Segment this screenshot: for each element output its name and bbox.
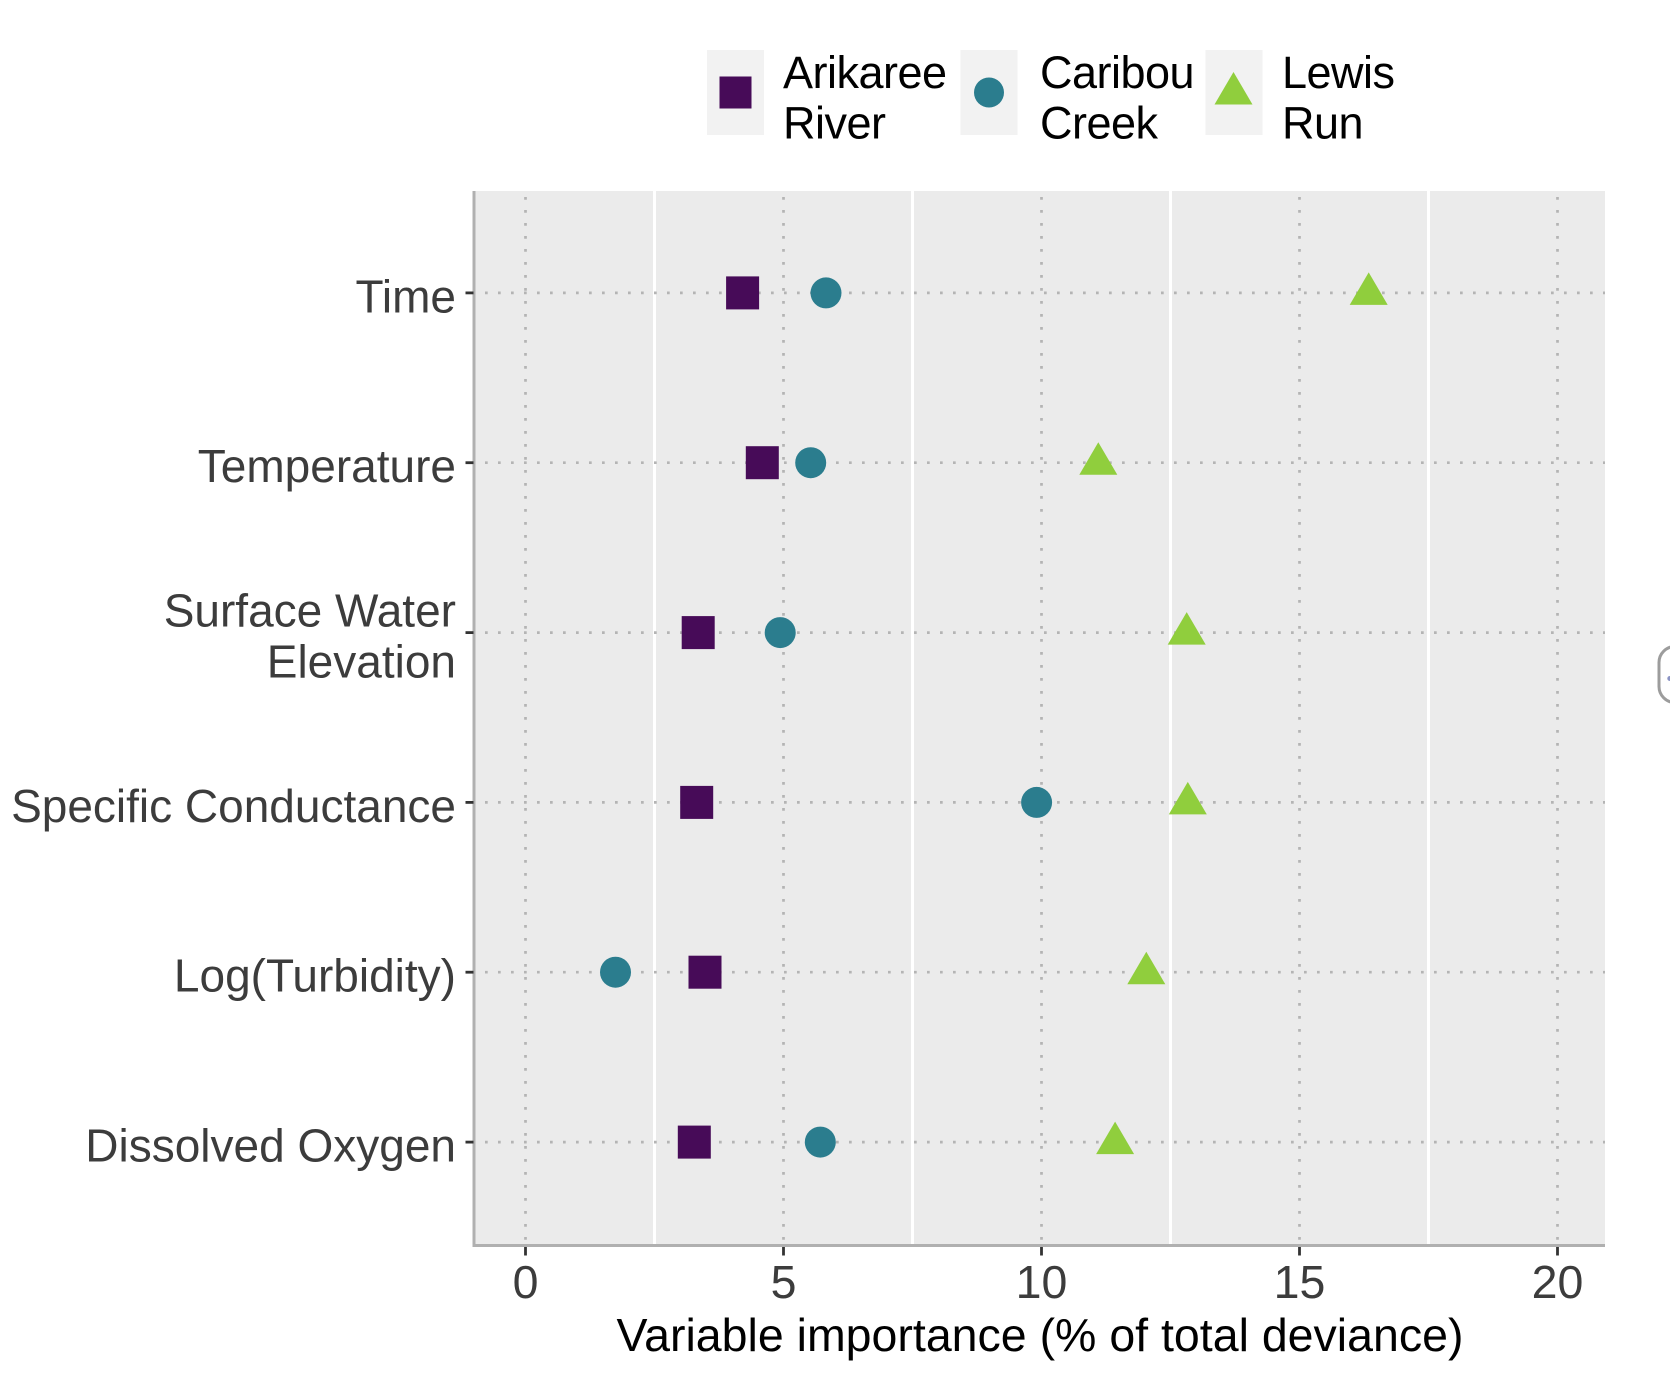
svg-text:Caribou: Caribou [1040, 47, 1194, 98]
svg-text:Creek: Creek [1040, 98, 1159, 149]
svg-text:Surface Water: Surface Water [164, 585, 456, 637]
svg-text:Elevation: Elevation [267, 636, 456, 688]
svg-text:Arikaree: Arikaree [783, 47, 947, 98]
svg-text:0: 0 [513, 1256, 539, 1308]
svg-text:15: 15 [1274, 1256, 1326, 1308]
svg-text:Specific Conductance: Specific Conductance [11, 780, 456, 832]
svg-text:Variable importance (% of tota: Variable importance (% of total deviance… [617, 1309, 1464, 1361]
svg-text:Run: Run [1282, 98, 1363, 149]
svg-text:Log(Turbidity): Log(Turbidity) [174, 950, 456, 1002]
svg-text:Dissolved Oxygen: Dissolved Oxygen [85, 1120, 456, 1172]
svg-text:Temperature: Temperature [198, 440, 456, 492]
svg-text:Time: Time [355, 270, 456, 322]
svg-text:River: River [783, 98, 886, 149]
svg-text:Lewis: Lewis [1282, 47, 1395, 98]
svg-text:20: 20 [1532, 1256, 1584, 1308]
svg-text:10: 10 [1016, 1256, 1068, 1308]
svg-text:5: 5 [771, 1256, 797, 1308]
